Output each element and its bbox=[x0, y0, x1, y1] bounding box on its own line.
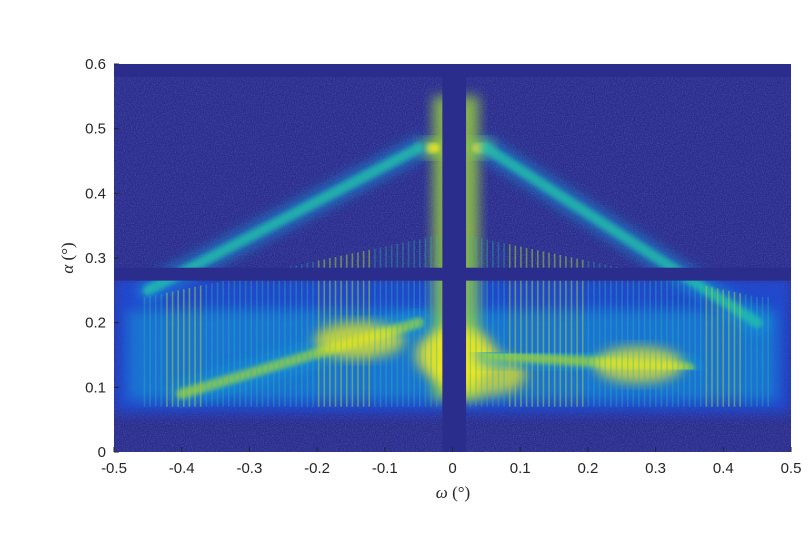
x-tick-label: 0.2 bbox=[577, 460, 598, 477]
x-axis-label-symbol: ω bbox=[436, 483, 448, 502]
x-tick-label: 0 bbox=[448, 460, 456, 477]
x-tick-label: 0.1 bbox=[510, 460, 531, 477]
x-tick-label: -0.1 bbox=[372, 460, 398, 477]
right-lower-arc-peak bbox=[593, 346, 684, 383]
plot-area bbox=[114, 64, 791, 452]
y-axis-label: α (°) bbox=[58, 242, 77, 273]
y-axis: 0 0.1 0.2 0.3 0.4 0.5 0.6 bbox=[85, 56, 119, 461]
x-tick-label: -0.2 bbox=[304, 460, 330, 477]
y-tick-label: 0.3 bbox=[85, 250, 106, 267]
x-axis-label: ω (°) bbox=[436, 483, 470, 502]
left-lower-arc-peak bbox=[314, 322, 405, 359]
left-diagonal-band bbox=[142, 143, 424, 296]
x-tick-label: -0.5 bbox=[101, 460, 127, 477]
y-tick-label: 0.2 bbox=[85, 315, 106, 332]
detector-gaps bbox=[114, 64, 791, 452]
y-tick-label: 0.4 bbox=[85, 185, 106, 202]
x-tick-label: -0.4 bbox=[169, 460, 195, 477]
y-axis-label-unit: (°) bbox=[58, 242, 77, 260]
horizontal-detector-gap bbox=[114, 267, 791, 281]
x-tick-label: 0.4 bbox=[713, 460, 734, 477]
y-tick-label: 0.1 bbox=[85, 379, 106, 396]
y-axis-label-symbol: α bbox=[58, 264, 77, 274]
x-axis: -0.5 -0.4 -0.3 -0.2 -0.1 0 0.1 0.2 0.3 0.4 0.5 bbox=[101, 447, 801, 477]
x-tick-label: -0.3 bbox=[236, 460, 262, 477]
x-tick-label: 0.3 bbox=[645, 460, 666, 477]
top-detector-gap bbox=[114, 64, 791, 77]
vertical-detector-gap bbox=[442, 64, 467, 452]
y-tick-label: 0.5 bbox=[85, 121, 106, 138]
x-axis-label-unit: (°) bbox=[452, 483, 470, 502]
y-tick-label: 0.6 bbox=[85, 56, 106, 73]
x-tick-label: 0.5 bbox=[781, 460, 802, 477]
y-tick-label: 0 bbox=[98, 444, 106, 461]
